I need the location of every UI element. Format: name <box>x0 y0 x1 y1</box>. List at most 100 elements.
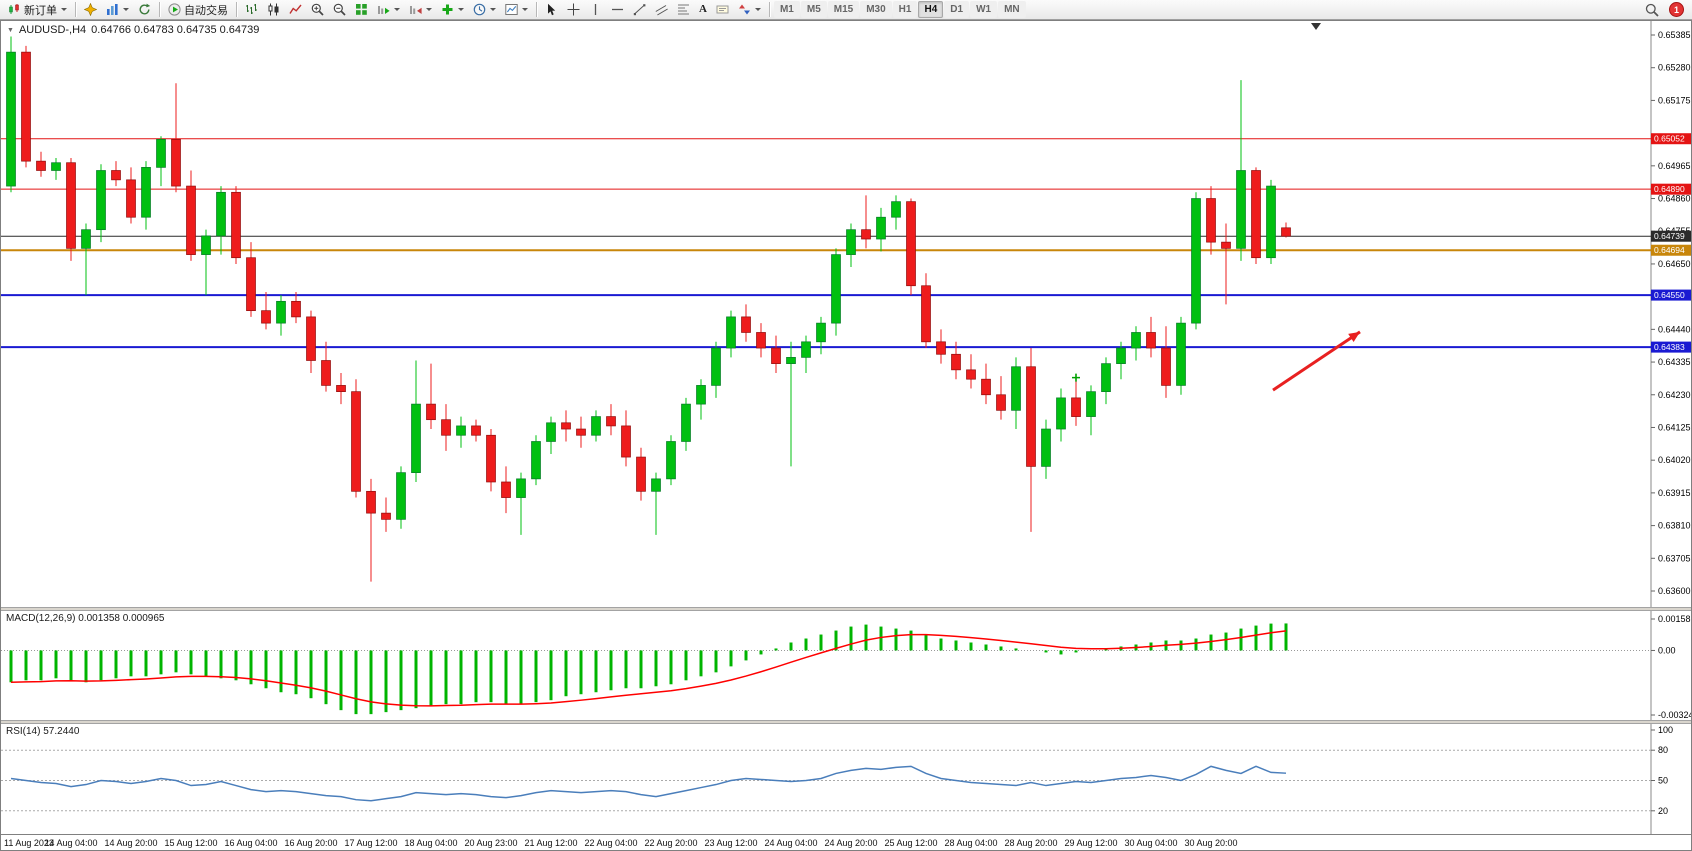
time-axis-label: 17 Aug 12:00 <box>344 838 398 848</box>
candle <box>561 422 571 430</box>
text-tool-button[interactable]: A <box>695 1 711 19</box>
line-chart-mode-button[interactable] <box>285 1 306 19</box>
candle <box>531 441 541 480</box>
tab-timeframe-d1[interactable]: D1 <box>944 1 970 18</box>
zoom-out-button[interactable] <box>329 1 350 19</box>
candle <box>1131 332 1141 349</box>
candle <box>1266 185 1276 259</box>
vertical-line-icon <box>594 4 597 15</box>
price-axis[interactable]: 0.65385 0.65280 0.65175 0.64965 0.64860 0.647… <box>1651 30 1691 596</box>
candle <box>1251 170 1261 259</box>
arrows-tool-button[interactable] <box>734 1 765 19</box>
pane-splitter[interactable] <box>1 607 1691 611</box>
candle <box>951 353 961 371</box>
candle <box>996 394 1006 411</box>
macd-signal-line <box>10 630 1287 707</box>
candle <box>126 179 136 218</box>
candle <box>96 170 106 231</box>
new-order-button[interactable]: 新订单 <box>4 1 71 19</box>
time-axis-label: 20 Aug 23:00 <box>464 838 518 848</box>
tab-timeframe-m1[interactable]: M1 <box>773 1 800 18</box>
tab-timeframe-h1[interactable]: H1 <box>892 1 918 18</box>
candle <box>516 478 526 498</box>
macd-axis[interactable]: 0.001581 0.00 -0.003244 <box>1651 614 1691 720</box>
auto-trading-label: 自动交易 <box>184 4 228 17</box>
macd-canvas[interactable]: 0.001581 0.00 -0.003244 <box>1 611 1691 720</box>
pane-splitter[interactable] <box>1 720 1691 724</box>
candle <box>981 378 991 396</box>
candle <box>771 347 781 364</box>
tile-windows-button[interactable] <box>351 1 372 19</box>
candle <box>681 403 691 442</box>
macd-pane[interactable]: 0.0015810.00-0.003244 MACD(12,26,9) 0.00… <box>1 611 1691 720</box>
cursor-tool-button[interactable] <box>541 1 562 19</box>
clock-icon <box>473 3 486 16</box>
zoom-in-button[interactable] <box>307 1 328 19</box>
candle <box>1221 241 1231 249</box>
crosshair-tool-button[interactable] <box>563 1 584 19</box>
auto-scroll-button[interactable] <box>373 1 404 19</box>
periods-button[interactable] <box>469 1 500 19</box>
horizontal-line-tool-button[interactable] <box>607 1 628 19</box>
chevron-down-icon <box>426 8 432 11</box>
candle <box>156 138 166 168</box>
candle <box>801 341 811 358</box>
channel-icon <box>655 5 668 16</box>
vertical-line-tool-button[interactable] <box>585 1 606 19</box>
time-axis-label: 30 Aug 20:00 <box>1184 838 1238 848</box>
price-chart-pane[interactable]: 0.65385 0.65280 0.65175 0.64965 0.64860 0.647… <box>1 21 1691 607</box>
time-axis-label: 25 Aug 12:00 <box>884 838 938 848</box>
tab-timeframe-m5[interactable]: M5 <box>800 1 827 18</box>
line-chart-icon <box>289 4 302 14</box>
candle <box>441 419 451 436</box>
navigator-button[interactable] <box>80 1 101 19</box>
fibonacci-tool-button[interactable] <box>673 1 694 19</box>
svg-text:0.001581: 0.001581 <box>1658 614 1691 624</box>
channel-tool-button[interactable] <box>651 1 672 19</box>
tab-timeframe-m15[interactable]: M15 <box>827 1 860 18</box>
candle <box>906 201 916 287</box>
time-axis-label: 22 Aug 20:00 <box>644 838 698 848</box>
notification-badge[interactable]: 1 <box>1669 2 1684 17</box>
rsi-canvas[interactable]: 100 80 50 20 <box>1 724 1691 834</box>
refresh-button[interactable] <box>134 1 155 19</box>
auto-trading-button[interactable]: 自动交易 <box>164 1 232 19</box>
candle <box>336 385 346 392</box>
svg-text:0.65052: 0.65052 <box>1654 134 1685 144</box>
tab-timeframe-w1[interactable]: W1 <box>970 1 998 18</box>
candle <box>786 357 796 364</box>
market-watch-button[interactable] <box>102 1 133 19</box>
candle <box>216 191 226 237</box>
time-axis-label: 18 Aug 04:00 <box>404 838 458 848</box>
tab-timeframe-h4[interactable]: H4 <box>918 1 944 18</box>
text-label-tool-button[interactable] <box>712 1 733 19</box>
bar-chart-mode-button[interactable] <box>241 1 262 19</box>
svg-text:100: 100 <box>1658 725 1673 735</box>
indicators-button[interactable] <box>437 1 468 19</box>
candlestick-mode-button[interactable] <box>263 1 284 19</box>
candle <box>831 254 841 324</box>
candle <box>501 481 511 498</box>
time-axis[interactable]: 11 Aug 2023 14 Aug 04:00 14 Aug 20:00 15 Au… <box>1 834 1691 850</box>
market-watch-icon <box>107 4 118 15</box>
toolbar-separator <box>768 2 770 17</box>
candle <box>621 425 631 458</box>
chart-shift-button[interactable] <box>405 1 436 19</box>
svg-text:0.64965: 0.64965 <box>1658 161 1691 171</box>
tab-timeframe-m30[interactable]: M30 <box>860 1 892 18</box>
search-button[interactable] <box>1641 1 1663 19</box>
candle <box>1026 366 1036 467</box>
rsi-axis[interactable]: 100 80 50 20 <box>1651 725 1673 816</box>
candle <box>1011 366 1021 411</box>
svg-text:0.00: 0.00 <box>1658 645 1676 655</box>
time-axis-label: 29 Aug 12:00 <box>1064 838 1118 848</box>
templates-button[interactable] <box>501 1 532 19</box>
rsi-pane[interactable]: 100 80 50 20 RSI(14) 57.2440 <box>1 724 1691 834</box>
text-tool-icon: A <box>699 3 707 15</box>
tab-timeframe-mn[interactable]: MN <box>998 1 1026 18</box>
trendline-tool-button[interactable] <box>629 1 650 19</box>
price-chart-canvas[interactable]: 0.65385 0.65280 0.65175 0.64965 0.64860 0.647… <box>1 21 1691 607</box>
candle <box>36 160 46 171</box>
svg-text:80: 80 <box>1658 745 1668 755</box>
red-arrow-annotation[interactable] <box>1272 330 1361 392</box>
